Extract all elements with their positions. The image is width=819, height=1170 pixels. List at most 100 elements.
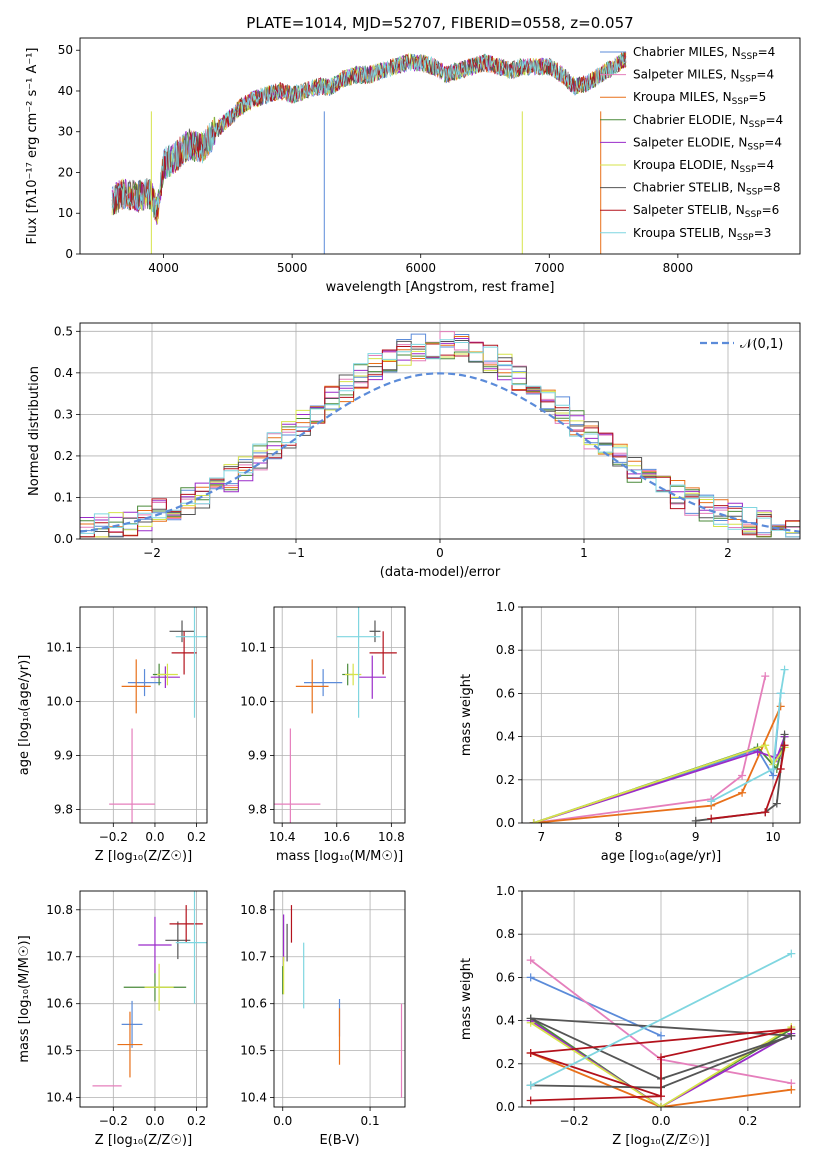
y-tick-label: 0.2 bbox=[54, 449, 73, 463]
y-axis-label: Normed distribution bbox=[27, 366, 42, 496]
x-tick-label: 8 bbox=[615, 830, 623, 844]
plot-area bbox=[80, 891, 207, 1107]
weight-marker bbox=[787, 1025, 796, 1034]
x-axis-label: Z [log₁₀(Z/Z☉)] bbox=[612, 1133, 709, 1148]
y-tick-label: 10.1 bbox=[46, 641, 73, 655]
x-axis-label: Z [log₁₀(Z/Z☉)] bbox=[95, 1133, 192, 1148]
axes-frame bbox=[79, 606, 208, 824]
x-tick-label: 0.2 bbox=[738, 1114, 757, 1128]
weight-marker bbox=[707, 814, 716, 823]
x-tick-label: −0.2 bbox=[99, 830, 128, 844]
x-tick-label: −1 bbox=[287, 546, 305, 560]
weight-marker bbox=[761, 741, 770, 750]
weight-series-7 bbox=[530, 1028, 792, 1102]
y-tick-label: 10.7 bbox=[240, 950, 267, 964]
weight-marker bbox=[657, 1103, 665, 1107]
weight-marker bbox=[780, 730, 789, 739]
legend-entry: Chabrier MILES, NSSP=4 bbox=[633, 45, 775, 62]
plot-area bbox=[522, 607, 800, 823]
y-tick-label: 40 bbox=[58, 84, 73, 98]
weight-marker bbox=[761, 672, 770, 681]
y-tick-label: 0.8 bbox=[496, 643, 515, 657]
weight-series-1 bbox=[533, 675, 767, 823]
x-tick-label: 10 bbox=[765, 830, 780, 844]
y-tick-label: 10.0 bbox=[240, 695, 267, 709]
plot-area bbox=[522, 891, 800, 1107]
y-tick-label: 9.9 bbox=[248, 749, 267, 763]
weight-marker bbox=[691, 816, 700, 823]
weight-marker bbox=[526, 1096, 535, 1105]
legend-entry: Kroupa STELIB, NSSP=3 bbox=[633, 226, 771, 243]
x-axis-label: age [log₁₀(age/yr)] bbox=[601, 849, 722, 864]
x-tick-label: 1 bbox=[580, 546, 588, 560]
x-tick-label: 10.8 bbox=[378, 830, 405, 844]
weight-marker bbox=[526, 1014, 535, 1023]
y-tick-label: 10.4 bbox=[46, 1091, 73, 1105]
plot-area bbox=[274, 891, 405, 1107]
weight-marker bbox=[529, 819, 538, 823]
y-axis-label: mass weight bbox=[459, 674, 474, 756]
x-axis-label: (data-model)/error bbox=[380, 565, 501, 580]
weight-series-5 bbox=[533, 744, 786, 823]
legend-entry: Salpeter ELODIE, NSSP=4 bbox=[633, 135, 782, 152]
y-tick-label: 10.0 bbox=[46, 695, 73, 709]
axes-frame bbox=[79, 890, 208, 1108]
plot-area bbox=[274, 607, 405, 823]
weight-marker bbox=[776, 765, 785, 773]
y-tick-label: 10.5 bbox=[240, 1044, 267, 1058]
x-axis-label: wavelength [Angstrom, rest frame] bbox=[326, 280, 555, 295]
legend-entry: Salpeter MILES, NSSP=4 bbox=[633, 68, 774, 85]
y-tick-label: 20 bbox=[58, 165, 73, 179]
y-tick-label: 0.8 bbox=[496, 927, 515, 941]
y-tick-label: 0.2 bbox=[496, 1057, 515, 1071]
weight-series-2 bbox=[533, 706, 782, 823]
y-tick-label: 9.8 bbox=[54, 803, 73, 817]
legend-entry: Chabrier ELODIE, NSSP=4 bbox=[633, 113, 783, 130]
panel-mass_vs_Z: −0.2 0.0 0.2 10.4 10.5 10.6 10.7 10.8 Z [log₁₀(Z… bbox=[17, 890, 208, 1148]
weight-series-3 bbox=[530, 1017, 792, 1107]
y-tick-label: 0.4 bbox=[54, 366, 73, 380]
weight-marker bbox=[772, 799, 781, 808]
weight-series-8 bbox=[710, 669, 786, 803]
weight-marker bbox=[526, 956, 535, 965]
weight-series-0 bbox=[533, 693, 782, 823]
y-tick-label: 1.0 bbox=[496, 600, 515, 614]
axes-frame bbox=[273, 890, 406, 1108]
panel-age_vs_Z: −0.2 0.0 0.2 9.8 9.9 10.0 10.1 Z [log₁₀(Z/Z☉)] a… bbox=[17, 606, 208, 864]
weight-marker bbox=[776, 689, 785, 698]
x-axis-label: mass [log₁₀(M/M☉)] bbox=[276, 849, 403, 864]
y-axis-label: Flux [fλ10⁻¹⁷ erg cm⁻² s⁻¹ A⁻¹] bbox=[25, 48, 40, 245]
weight-marker bbox=[780, 665, 789, 674]
axes-frame bbox=[79, 37, 801, 255]
plot-area bbox=[80, 323, 800, 539]
weight-marker bbox=[738, 788, 747, 797]
x-tick-label: 10.4 bbox=[269, 830, 296, 844]
y-axis-label: mass [log₁₀(M/M☉)] bbox=[17, 935, 32, 1062]
panel-weight_vs_age: 7 8 9 10 0.0 0.2 0.4 0.6 0.8 1.0 age [log₁₀(age/yr… bbox=[459, 600, 801, 864]
x-tick-label: −0.2 bbox=[99, 1114, 128, 1128]
y-tick-label: 9.9 bbox=[54, 749, 73, 763]
spectrum-series-7 bbox=[111, 51, 627, 222]
figure-title: PLATE=1014, MJD=52707, FIBERID=0558, z=0… bbox=[246, 14, 633, 32]
legend-entry: Kroupa ELODIE, NSSP=4 bbox=[633, 158, 774, 175]
x-tick-label: 0.0 bbox=[651, 1114, 670, 1128]
x-tick-label: 0.0 bbox=[145, 1114, 164, 1128]
weight-marker bbox=[761, 808, 770, 817]
y-tick-label: 0.1 bbox=[54, 490, 73, 504]
legend-entry: Kroupa MILES, NSSP=5 bbox=[633, 90, 766, 107]
weight-marker bbox=[738, 771, 747, 780]
weight-marker bbox=[787, 1085, 796, 1094]
x-tick-label: 0 bbox=[436, 546, 444, 560]
weight-series-2 bbox=[530, 1052, 792, 1107]
panel-age_vs_mass: 10.4 10.6 10.8 9.8 9.9 10.0 10.1 mass [log₁₀(M/… bbox=[240, 606, 406, 864]
weight-marker bbox=[776, 702, 785, 711]
y-tick-label: 10.5 bbox=[46, 1044, 73, 1058]
y-tick-label: 0.2 bbox=[496, 773, 515, 787]
weight-marker bbox=[526, 973, 535, 982]
spectrum-series-8 bbox=[111, 53, 627, 218]
x-tick-label: 10.6 bbox=[323, 830, 350, 844]
x-axis-label: Z [log₁₀(Z/Z☉)] bbox=[95, 849, 192, 864]
x-tick-label: 7000 bbox=[534, 261, 565, 275]
weight-marker bbox=[657, 1031, 665, 1040]
weight-marker bbox=[768, 765, 777, 773]
